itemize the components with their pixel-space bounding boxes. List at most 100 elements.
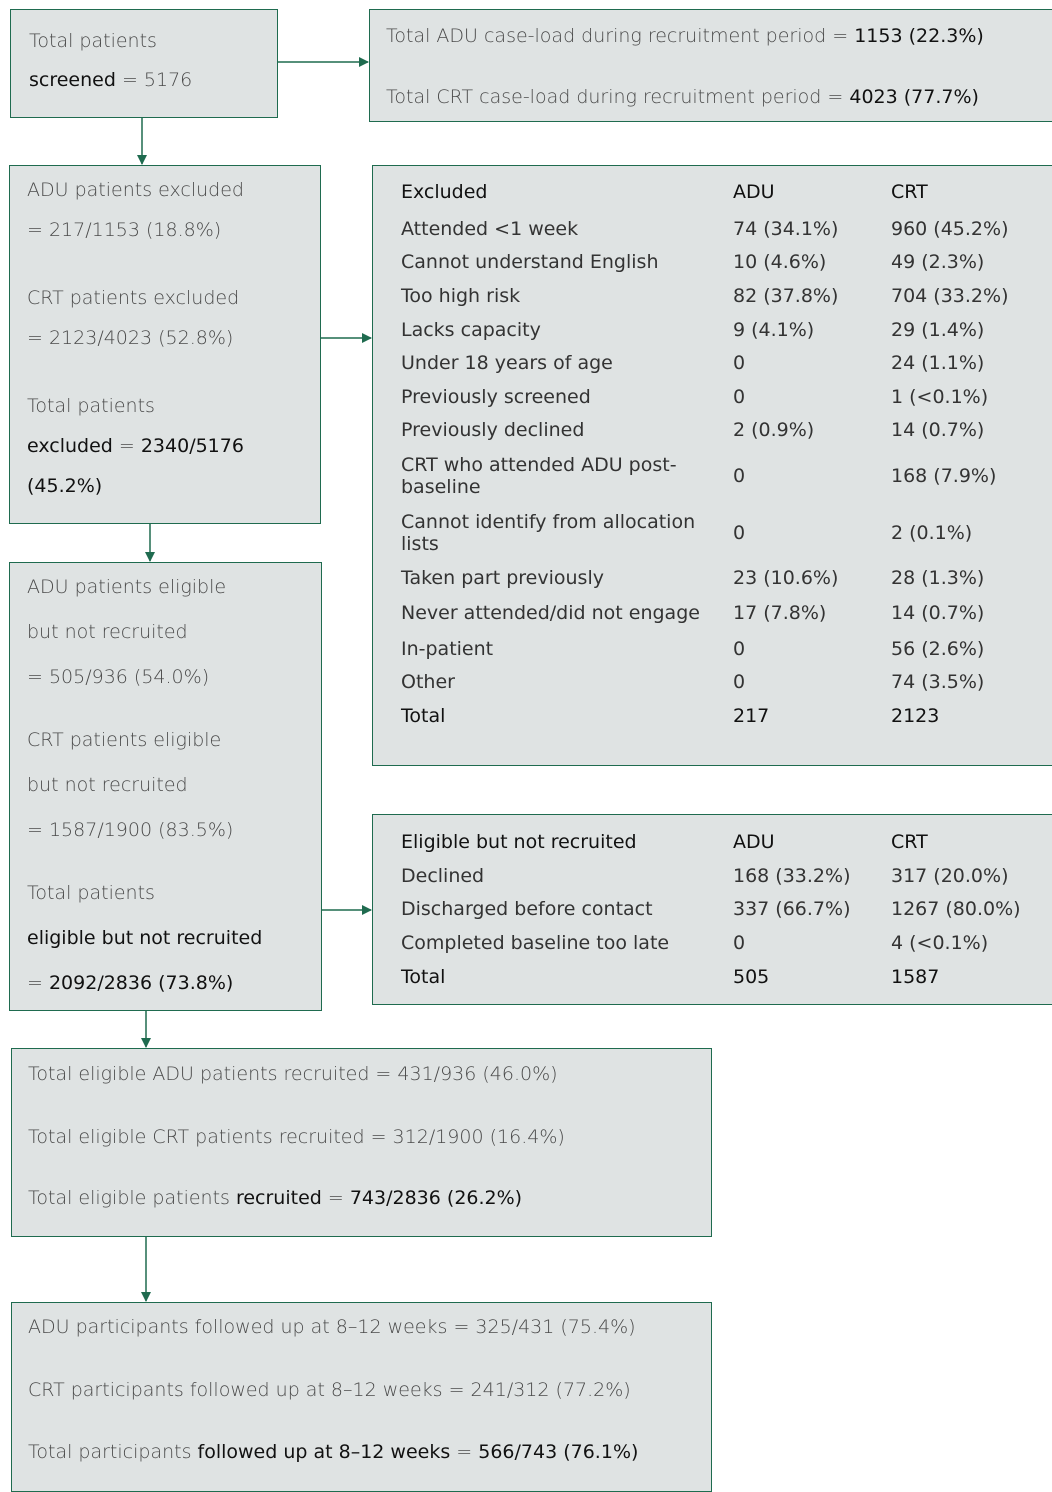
- adu-cell: 0: [733, 931, 746, 954]
- crt-cell: 1 (<0.1%): [891, 385, 989, 408]
- excluded-box: ADU patients excluded = 217/1153 (18.8%)…: [9, 165, 321, 524]
- adu-cell: 0: [733, 637, 746, 660]
- crt-cell: 74 (3.5%): [891, 671, 985, 694]
- table-header-row: Excluded ADU CRT: [401, 172, 1041, 212]
- excluded-total-line2: excluded = 2340/5176: [27, 435, 244, 457]
- label-cell: Other: [401, 671, 455, 694]
- label-cell: Under 18 years of age: [401, 352, 613, 375]
- eligible-crt-line3: = 1587/1900 (83.5%): [27, 819, 234, 841]
- label-cell: Eligible but not recruited: [401, 831, 637, 853]
- caseload-adu: Total ADU case-load during recruitment p…: [386, 25, 984, 47]
- adu-cell: 10 (4.6%): [733, 251, 827, 274]
- adu-cell: 168 (33.2%): [733, 864, 851, 887]
- excluded-adu-line1: ADU patients excluded: [27, 179, 244, 201]
- excluded-total-line1: Total patients: [27, 395, 155, 417]
- label-cell: Cannot identify from allocation lists: [401, 510, 696, 555]
- crt-cell: 14 (0.7%): [891, 602, 985, 625]
- crt-cell: 704 (33.2%): [891, 284, 1009, 307]
- crt-cell: 4 (<0.1%): [891, 931, 989, 954]
- adu-cell: 17 (7.8%): [733, 602, 827, 625]
- label-cell: Excluded: [401, 181, 488, 203]
- table-row: Completed baseline too late 0 4 (<0.1%): [401, 926, 1041, 960]
- followup-adu: ADU participants followed up at 8–12 wee…: [28, 1316, 636, 1338]
- excluded-reasons-table: Excluded ADU CRT Attended <1 week 74 (34.1%)…: [401, 172, 1041, 733]
- adu-cell: 0: [733, 521, 746, 544]
- label-cell: Lacks capacity: [401, 318, 541, 341]
- screened-box: Total patients screened = 5176: [10, 9, 278, 118]
- excluded-table-body: Excluded ADU CRT Attended <1 week 74 (34.1%)…: [401, 172, 1041, 733]
- crt-cell: 56 (2.6%): [891, 637, 985, 660]
- adu-cell: 74 (34.1%): [733, 217, 839, 240]
- crt-cell: 317 (20.0%): [891, 864, 1009, 887]
- eligible-total-line3: = 2092/2836 (73.8%): [27, 972, 234, 994]
- recruited-box: Total eligible ADU patients recruited = …: [11, 1048, 712, 1237]
- label-cell: Discharged before contact: [401, 898, 653, 921]
- recruited-adu: Total eligible ADU patients recruited = …: [28, 1063, 558, 1085]
- label-cell: In-patient: [401, 637, 494, 660]
- crt-cell: CRT: [891, 181, 928, 203]
- adu-cell: 217: [733, 704, 770, 727]
- excluded-crt-line1: CRT patients excluded: [27, 287, 240, 309]
- crt-cell: 1587: [891, 965, 940, 988]
- table-header-row: Eligible but not recruited ADU CRT: [401, 825, 1041, 859]
- crt-cell: 49 (2.3%): [891, 251, 985, 274]
- label-cell: Total: [401, 965, 446, 988]
- table-row: Lacks capacity 9 (4.1%) 29 (1.4%): [401, 313, 1041, 347]
- caseload-crt: Total CRT case-load during recruitment p…: [386, 86, 979, 108]
- label-cell: CRT who attended ADU post-baseline: [401, 453, 677, 498]
- eligible-table-body: Eligible but not recruited ADU CRT Declined…: [401, 825, 1041, 994]
- crt-cell: 168 (7.9%): [891, 464, 997, 487]
- adu-cell: 0: [733, 385, 746, 408]
- eligible-adu-line2: but not recruited: [27, 621, 188, 643]
- table-row: CRT who attended ADU post-baseline 0 168 (…: [401, 447, 1041, 504]
- crt-cell: CRT: [891, 831, 928, 853]
- crt-cell: 24 (1.1%): [891, 352, 985, 375]
- adu-cell: 0: [733, 352, 746, 375]
- table-row: Previously screened 0 1 (<0.1%): [401, 380, 1041, 414]
- eligible-adu-line3: = 505/936 (54.0%): [27, 666, 210, 688]
- table-row: Too high risk 82 (37.8%) 704 (33.2%): [401, 279, 1041, 313]
- eligible-reasons-table: Eligible but not recruited ADU CRT Declined…: [401, 825, 1041, 994]
- crt-cell: 29 (1.4%): [891, 318, 985, 341]
- label-cell: Cannot understand English: [401, 251, 659, 274]
- excluded-table-box: [372, 165, 1052, 766]
- adu-cell: 0: [733, 464, 746, 487]
- adu-cell: 23 (10.6%): [733, 566, 839, 589]
- table-row: Other 0 74 (3.5%): [401, 665, 1041, 699]
- eligible-crt-line1: CRT patients eligible: [27, 729, 222, 751]
- adu-cell: 9 (4.1%): [733, 318, 815, 341]
- screened-line2: screened = 5176: [29, 69, 193, 91]
- adu-cell: 505: [733, 965, 770, 988]
- followup-total: Total participants followed up at 8–12 w…: [28, 1441, 639, 1463]
- caseload-box: Total ADU case-load during recruitment p…: [369, 9, 1052, 122]
- table-row: Never attended/did not engage 17 (7.8%) 14…: [401, 595, 1041, 632]
- table-row: Discharged before contact 337 (66.7%) 1267…: [401, 893, 1041, 927]
- excluded-adu-line2: = 217/1153 (18.8%): [27, 219, 222, 241]
- label-cell: Previously declined: [401, 419, 585, 442]
- eligible-adu-line1: ADU patients eligible: [27, 576, 227, 598]
- adu-cell: 2 (0.9%): [733, 419, 815, 442]
- eligible-total-line1: Total patients: [27, 882, 155, 904]
- label-cell: Never attended/did not engage: [401, 602, 700, 625]
- crt-cell: 28 (1.3%): [891, 566, 985, 589]
- table-row: Declined 168 (33.2%) 317 (20.0%): [401, 859, 1041, 893]
- crt-cell: 2123: [891, 704, 940, 727]
- screened-line1: Total patients: [29, 30, 157, 52]
- crt-cell: 960 (45.2%): [891, 217, 1009, 240]
- table-total-row: Total 217 2123: [401, 699, 1041, 733]
- eligible-total-line2: eligible but not recruited: [27, 927, 263, 949]
- table-row: Taken part previously 23 (10.6%) 28 (1.3%): [401, 561, 1041, 595]
- eligible-crt-line2: but not recruited: [27, 774, 188, 796]
- label-cell: Completed baseline too late: [401, 931, 670, 954]
- eligible-box: ADU patients eligible but not recruited …: [9, 562, 322, 1011]
- table-row: Cannot identify from allocation lists 0 2 …: [401, 504, 1041, 561]
- table-row: In-patient 0 56 (2.6%): [401, 632, 1041, 666]
- crt-cell: 14 (0.7%): [891, 419, 985, 442]
- adu-cell: ADU: [733, 181, 775, 203]
- label-cell: Previously screened: [401, 385, 591, 408]
- adu-cell: ADU: [733, 831, 775, 853]
- eligible-table-box: [372, 814, 1052, 1005]
- table-total-row: Total 505 1587: [401, 960, 1041, 994]
- adu-cell: 0: [733, 671, 746, 694]
- label-cell: Attended <1 week: [401, 217, 579, 240]
